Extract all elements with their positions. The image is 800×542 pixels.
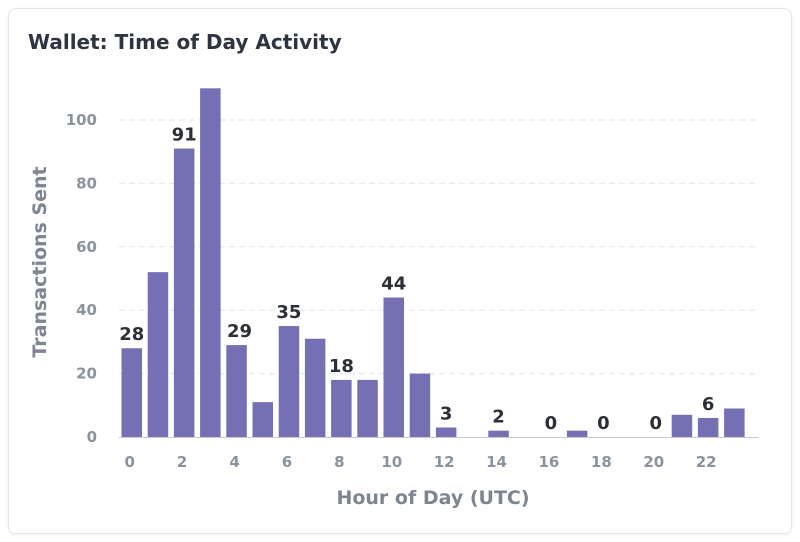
y-tick-label: 100	[66, 111, 97, 129]
chart-card	[8, 8, 792, 534]
y-tick-label: 60	[76, 238, 97, 256]
data-label: 0	[597, 413, 610, 434]
bar	[409, 373, 431, 437]
x-tick-label: 8	[334, 453, 344, 471]
bar	[226, 345, 247, 437]
x-tick-label: 22	[696, 453, 717, 471]
bar	[435, 427, 457, 437]
x-tick-label: 6	[282, 453, 292, 471]
y-tick-label: 20	[76, 365, 97, 383]
bar	[304, 338, 326, 437]
bar	[357, 379, 378, 437]
bar	[671, 414, 693, 437]
x-tick-label: 2	[177, 453, 187, 471]
y-tick-label: 40	[76, 301, 97, 319]
data-labels: 28 91 29 35 18 44 3 2 0 0 0 6	[119, 125, 714, 434]
data-label: 3	[440, 403, 453, 424]
x-tick-label: 20	[643, 453, 664, 471]
x-tick-label: 4	[229, 453, 239, 471]
x-tick-label: 0	[125, 453, 135, 471]
x-tick-label: 14	[486, 453, 507, 471]
bar	[200, 88, 221, 438]
x-tick-label: 10	[381, 453, 402, 471]
data-label: 91	[172, 125, 197, 146]
data-label: 44	[381, 274, 406, 295]
y-tick-label: 0	[87, 428, 97, 446]
bar	[252, 402, 273, 437]
data-label: 6	[702, 394, 715, 415]
data-label: 0	[545, 413, 558, 434]
chart-title: Wallet: Time of Day Activity	[28, 30, 342, 54]
x-tick-label: 16	[539, 453, 560, 471]
x-tick-label: 18	[591, 453, 612, 471]
data-label: 0	[649, 413, 662, 434]
y-ticks: 0 20 40 60 80 100	[66, 111, 97, 446]
bar	[147, 272, 169, 437]
x-tick-label: 12	[434, 453, 455, 471]
bar	[278, 326, 300, 437]
y-tick-label: 80	[76, 174, 97, 192]
bars	[121, 88, 745, 438]
x-axis-title: Hour of Day (UTC)	[336, 487, 529, 509]
bar	[566, 430, 588, 437]
data-label: 18	[329, 356, 354, 377]
data-label: 2	[492, 407, 505, 428]
bar	[173, 148, 195, 437]
data-label: 35	[276, 302, 301, 323]
bar	[331, 379, 352, 437]
bar	[383, 297, 404, 437]
y-axis-title: Transactions Sent	[29, 166, 51, 357]
grid-lines	[119, 119, 759, 375]
data-label: 28	[119, 324, 144, 345]
bar	[121, 348, 142, 437]
bar	[697, 417, 719, 437]
bar	[488, 430, 509, 437]
data-label: 29	[227, 321, 252, 342]
x-ticks: 0 2 4 6 8 10 12 14 16 18 20 22	[125, 453, 717, 471]
bar	[724, 408, 745, 437]
